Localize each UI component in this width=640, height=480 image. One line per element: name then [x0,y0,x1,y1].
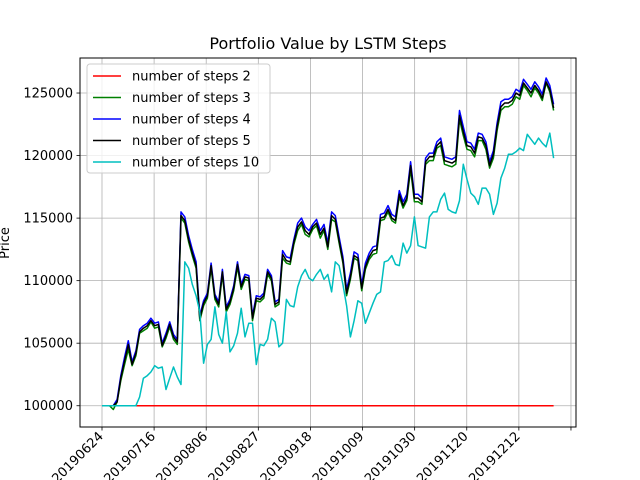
legend-label: number of steps 4 [132,113,251,128]
y-axis: 100000 105000 110000 115000 120000 125000 [23,87,80,414]
legend: number of steps 2 number of steps 3 number… [86,63,271,174]
series-line-5 [102,132,555,407]
series-lines [102,77,555,411]
y-tick-label: 125000 [23,87,73,102]
y-tick-label: 100000 [23,399,73,414]
y-tick-label: 110000 [23,274,73,289]
y-tick-label: 120000 [23,149,73,164]
plot-frame [79,57,577,428]
y-tick-label: 115000 [23,212,73,227]
legend-label: number of steps 3 [132,91,251,106]
chart-title: Portfolio Value by LSTM Steps [209,34,446,53]
series-line-4 [102,81,555,407]
legend-box [86,63,271,174]
legend-label: number of steps 2 [132,70,251,85]
legend-label: number of steps 10 [132,156,259,171]
y-axis-title: Price [0,227,13,259]
y-tick-label: 105000 [23,337,73,352]
legend-label: number of steps 5 [132,134,251,149]
